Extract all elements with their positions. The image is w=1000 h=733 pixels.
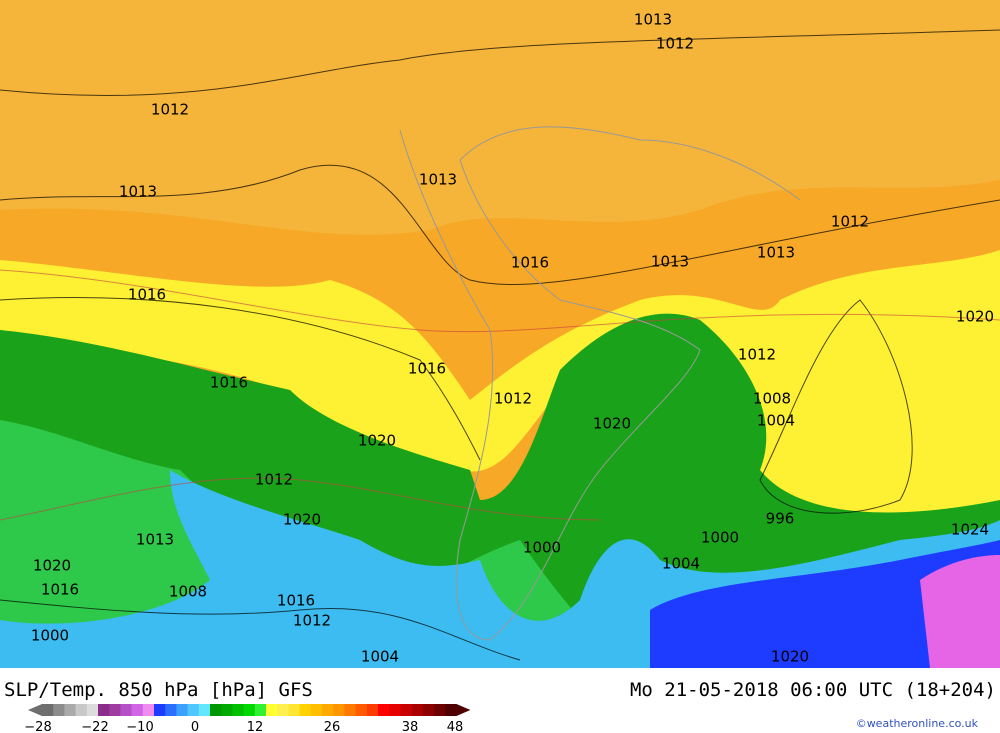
warm-region	[0, 0, 1000, 235]
isobar-label: 1016	[511, 254, 549, 272]
colorbar-swatch	[86, 704, 99, 716]
colorbar-swatch	[333, 704, 345, 716]
colorbar-swatch	[187, 704, 200, 716]
colorbar-swatch	[322, 704, 334, 716]
colorbar-swatch	[176, 704, 188, 716]
isobar-label: 1004	[662, 555, 700, 573]
colorbar-label: −28	[24, 720, 51, 733]
colorbar-swatch	[434, 704, 446, 716]
colorbar-label: 26	[324, 720, 341, 733]
coldest-region	[920, 555, 1000, 668]
colorbar-swatch	[142, 704, 155, 716]
colorbar-swatch	[266, 704, 278, 716]
isobar-label: 1012	[656, 35, 694, 53]
colorbar-label: 0	[191, 720, 199, 733]
colorbar-swatch	[288, 704, 300, 716]
isobar-label: 1013	[119, 183, 157, 201]
isobar-label: 1013	[651, 253, 689, 271]
isobar-label: 1016	[128, 286, 166, 304]
isobar-label: 1013	[634, 11, 672, 29]
isobar-label: 1016	[210, 374, 248, 392]
isobar-label: 1012	[293, 612, 331, 630]
colorbar-swatch	[53, 704, 65, 716]
colorbar-swatch	[445, 704, 457, 716]
valid-time: Mo 21-05-2018 06:00 UTC (18+204)	[630, 679, 996, 701]
colorbar-swatch	[221, 704, 233, 716]
isobar-label: 1013	[136, 531, 174, 549]
isobar-label: 1004	[757, 412, 795, 430]
colorbar-swatch	[411, 704, 424, 716]
colorbar-swatch	[232, 704, 244, 716]
colorbar-swatch	[64, 704, 76, 716]
colorbar-swatch	[310, 704, 323, 716]
footer-background	[0, 668, 1000, 733]
isobar-label: 1016	[41, 581, 79, 599]
isobar-label: 1020	[771, 648, 809, 666]
isobar-label: 1000	[701, 529, 739, 547]
colorbar-swatch	[131, 704, 144, 716]
colorbar-swatch	[198, 704, 211, 716]
colorbar-swatch	[344, 704, 356, 716]
isobar-label: 1008	[169, 583, 207, 601]
isobar-label: 1013	[757, 244, 795, 262]
colorbar-swatch	[165, 704, 177, 716]
colorbar-swatch	[422, 704, 435, 716]
isobars	[0, 29, 1000, 661]
colorbar-swatch	[42, 704, 54, 716]
colorbar-swatch	[210, 704, 222, 716]
coastlines	[399, 126, 801, 641]
colorbar-swatch	[378, 704, 390, 716]
colorbar-swatch	[355, 704, 368, 716]
isobar-label: 1020	[358, 432, 396, 450]
isobar-label: 1024	[951, 521, 989, 539]
credit: ©weatheronline.co.uk	[856, 717, 979, 730]
colorbar-label: 48	[447, 720, 464, 733]
colorbar-label: −10	[126, 720, 153, 733]
isobar-label: 1012	[738, 346, 776, 364]
isobar-label: 1004	[361, 648, 399, 666]
colorbar-swatch	[389, 704, 401, 716]
map-title: SLP/Temp. 850 hPa [hPa] GFS	[4, 679, 313, 701]
isobar-label: 1012	[831, 213, 869, 231]
colorbar-label: −22	[81, 720, 108, 733]
colorbar-label: 12	[247, 720, 264, 733]
colorbar-swatch	[400, 704, 412, 716]
colorbar: −28 −22 −10 0 12 26 38 48	[24, 704, 471, 733]
isobar-label: 1016	[408, 360, 446, 378]
colorbar-swatch	[109, 704, 121, 716]
isobar-label: 1020	[956, 308, 994, 326]
isobar-label: 1016	[277, 592, 315, 610]
isobar-label: 996	[766, 510, 795, 528]
isobar-label: 1012	[255, 471, 293, 489]
colorbar-label: 38	[402, 720, 419, 733]
colorbar-swatch	[299, 704, 312, 716]
isotherms	[0, 269, 1000, 521]
colorbar-swatch	[243, 704, 256, 716]
isobar-label: 1020	[33, 557, 71, 575]
colorbar-swatch	[254, 704, 267, 716]
isobar-label: 1012	[151, 101, 189, 119]
isobar-label: 1020	[593, 415, 631, 433]
colorbar-swatch	[75, 704, 88, 716]
isobar-label: 1000	[523, 539, 561, 557]
colorbar-arrow-left	[28, 704, 42, 716]
isobar-label: 1012	[494, 390, 532, 408]
isobar-label: 1008	[753, 390, 791, 408]
colorbar-arrow-right	[456, 704, 471, 716]
isobar-label: 1020	[283, 511, 321, 529]
isobar-label: 1000	[31, 627, 69, 645]
colorbar-swatch	[366, 704, 379, 716]
colorbar-swatch	[98, 704, 110, 716]
colorbar-swatch	[154, 704, 166, 716]
isobar-labels: 1013 1012 1012 1013 1013 1016 1013 1013 1012 1016…	[31, 11, 994, 666]
very-cold-region	[650, 540, 1000, 668]
colorbar-swatch	[120, 704, 132, 716]
isobar-label: 1013	[419, 171, 457, 189]
colorbar-swatch	[277, 704, 289, 716]
